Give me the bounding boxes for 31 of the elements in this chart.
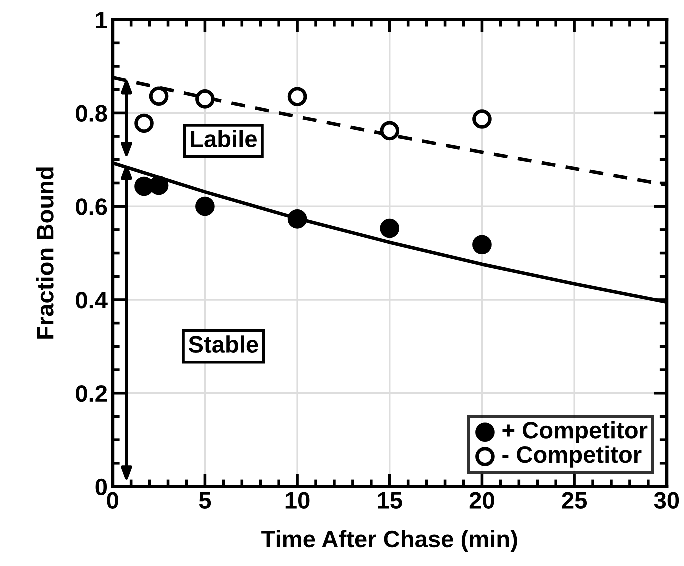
- legend-label: - Competitor: [502, 446, 642, 468]
- y-tick-label: 0.2: [76, 385, 108, 402]
- x-tick-label: 5: [199, 492, 212, 509]
- point: [472, 235, 492, 255]
- point: [149, 86, 169, 106]
- x-tick-label: 10: [286, 492, 310, 509]
- x-tick-label: 0: [107, 492, 118, 509]
- x-axis-title: Time After Chase (min): [262, 530, 518, 552]
- x-tick-label: 20: [470, 492, 494, 509]
- point: [196, 196, 215, 216]
- point: [288, 87, 308, 107]
- x-tick-label: 25: [562, 492, 588, 509]
- point: [134, 176, 154, 196]
- point: [472, 110, 492, 129]
- y-tick-label: 0.4: [76, 292, 108, 309]
- y-tick-label: 0: [96, 478, 108, 496]
- y-axis-title: Fraction Bound: [36, 168, 54, 339]
- point: [149, 176, 169, 196]
- legend-label: + Competitor: [502, 421, 648, 444]
- y-tick-label: 0.8: [76, 105, 108, 122]
- y-tick-label: 0.6: [76, 198, 108, 216]
- annotation: Labile: [191, 130, 257, 148]
- x-tick-label: 30: [654, 492, 680, 509]
- point: [380, 218, 400, 238]
- point: [196, 90, 215, 109]
- y-tick-label: 1: [96, 12, 108, 28]
- point: [380, 121, 400, 141]
- annotation: Stable: [188, 336, 258, 354]
- point: [288, 210, 308, 229]
- x-tick-label: 15: [378, 492, 402, 509]
- point: [134, 114, 154, 134]
